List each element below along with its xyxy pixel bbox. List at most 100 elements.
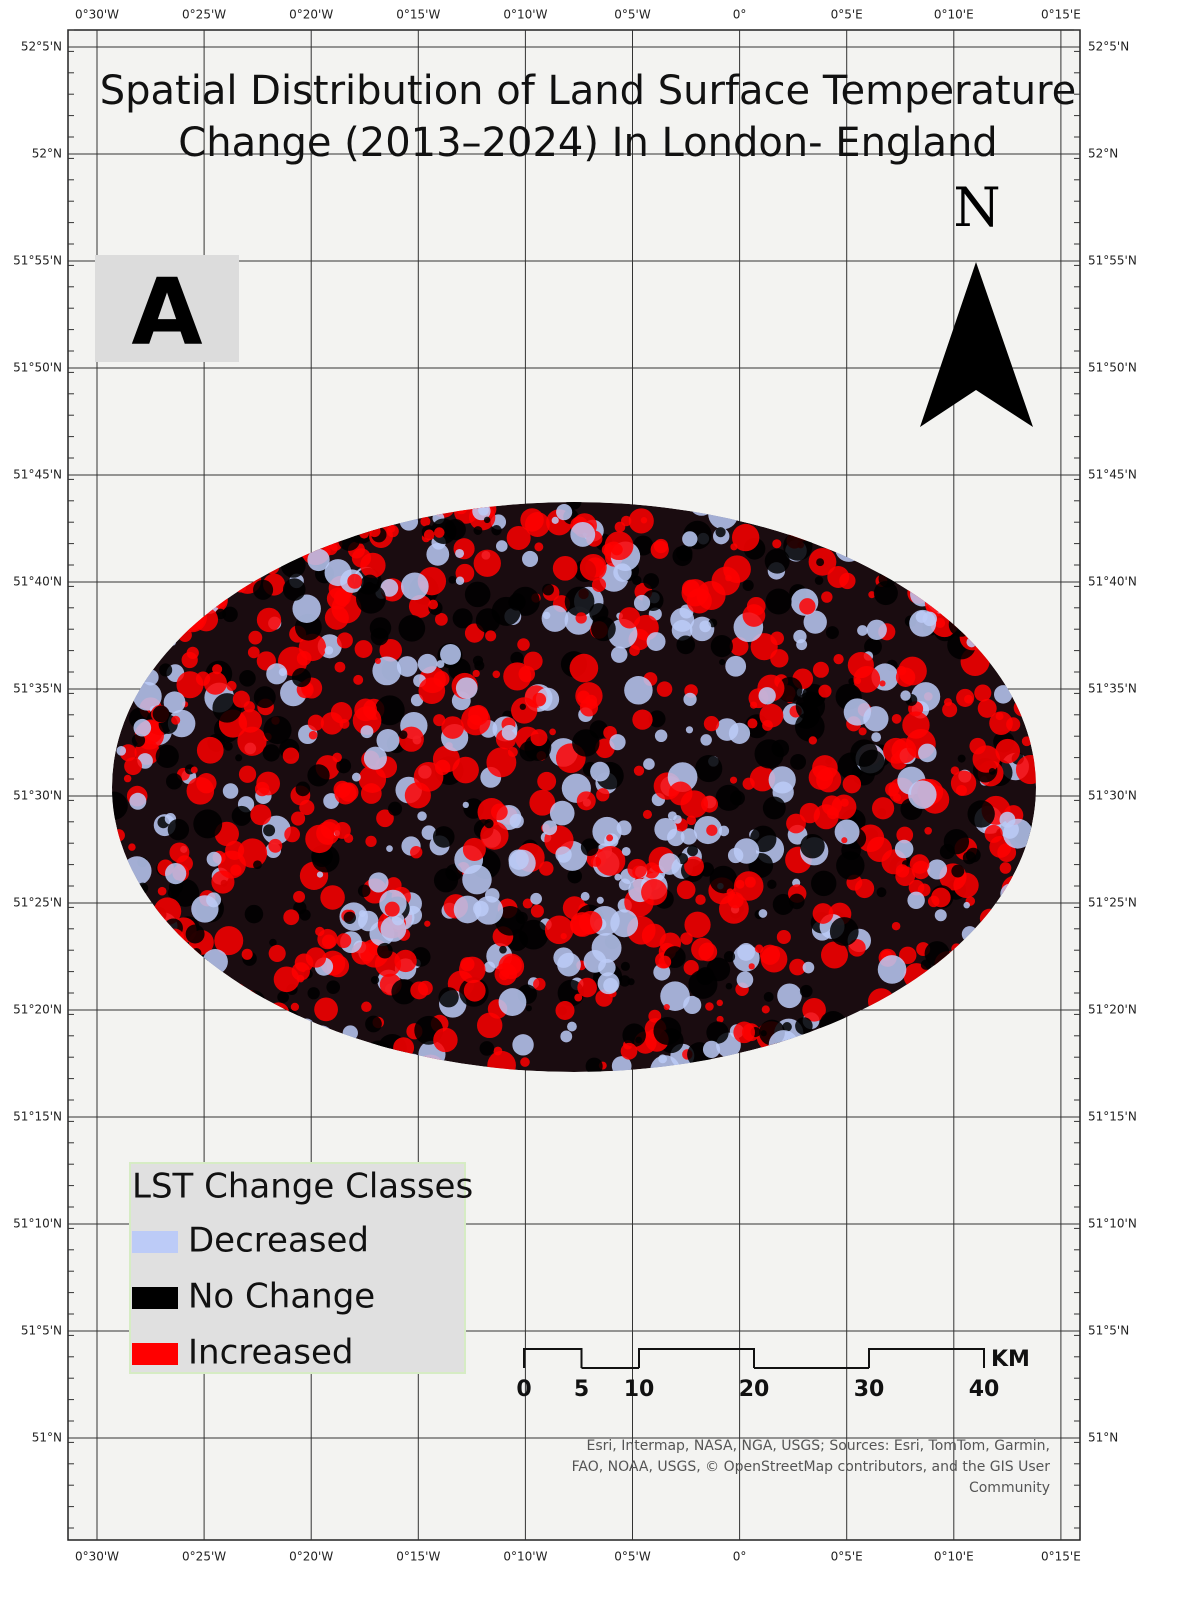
lst-pixel xyxy=(854,677,861,684)
lst-pixel xyxy=(717,1000,723,1006)
lst-pixel xyxy=(598,972,620,994)
lst-pixel xyxy=(445,522,451,528)
lst-pixel xyxy=(212,664,222,674)
lat-label: 51°25'N xyxy=(1088,896,1137,910)
lat-label: 51°30'N xyxy=(1088,789,1137,803)
lst-pixel xyxy=(456,577,464,585)
lst-pixel xyxy=(750,701,757,708)
lst-pixel xyxy=(927,859,947,879)
lst-pixel xyxy=(723,555,751,583)
lst-pixel xyxy=(361,783,382,804)
lst-pixel xyxy=(555,1001,574,1020)
lst-pixel xyxy=(531,905,544,918)
lst-pixel xyxy=(438,987,458,1007)
lst-pixel xyxy=(799,598,815,614)
lst-pixel xyxy=(793,630,806,643)
north-label: N xyxy=(953,176,1000,239)
lst-pixel xyxy=(468,705,488,725)
lst-pixel xyxy=(734,871,764,901)
lst-pixel xyxy=(291,811,305,825)
lst-pixel xyxy=(822,795,842,815)
lst-pixel xyxy=(892,922,900,930)
lst-pixel xyxy=(552,517,559,524)
lst-pixel xyxy=(291,1003,299,1011)
legend-swatch xyxy=(132,1287,178,1309)
lst-pixel xyxy=(315,927,324,936)
lat-label: 51°40'N xyxy=(13,575,62,589)
lst-pixel xyxy=(658,956,671,969)
lst-pixel xyxy=(531,729,548,746)
lst-pixel xyxy=(256,772,280,796)
lst-pixel xyxy=(418,677,445,704)
lst-pixel xyxy=(682,531,697,546)
lst-pixel xyxy=(703,1041,720,1058)
lst-pixel xyxy=(517,638,530,651)
lst-pixel xyxy=(733,1022,755,1044)
lst-pixel xyxy=(206,892,221,907)
lst-pixel xyxy=(705,1002,714,1011)
lst-pixel xyxy=(816,558,824,566)
lst-pixel xyxy=(428,600,438,610)
lat-label: 51°15'N xyxy=(13,1110,62,1124)
lst-pixel xyxy=(918,744,937,763)
lst-pixel xyxy=(211,871,234,894)
lst-pixel xyxy=(892,714,902,724)
lst-pixel xyxy=(609,734,625,750)
lst-pixel xyxy=(683,996,701,1014)
lst-pixel xyxy=(165,863,186,884)
lst-pixel xyxy=(269,945,286,962)
lst-pixel xyxy=(306,947,326,967)
lst-pixel xyxy=(940,844,955,859)
scale-label: 0 xyxy=(516,1377,531,1402)
lst-pixel xyxy=(908,780,936,808)
lst-pixel xyxy=(441,716,464,739)
lst-pixel xyxy=(789,894,805,910)
lst-pixel xyxy=(710,866,738,894)
lst-pixel xyxy=(859,727,867,735)
lat-label: 51°5'N xyxy=(21,1324,62,1338)
lst-pixel xyxy=(292,668,311,687)
lst-pixel xyxy=(891,738,916,763)
lst-pixel xyxy=(191,767,198,774)
lon-label: 0°15'E xyxy=(1041,8,1081,22)
lst-pixel xyxy=(597,897,604,904)
lst-pixel xyxy=(417,811,426,820)
lst-pixel xyxy=(242,949,253,960)
lst-pixel xyxy=(614,874,621,881)
lst-pixel xyxy=(159,663,172,676)
lst-pixel xyxy=(263,716,291,744)
lst-pixel xyxy=(253,860,262,869)
lst-pixel xyxy=(942,702,957,717)
lst-pixel xyxy=(896,864,909,877)
lst-pixel xyxy=(580,698,598,716)
lst-pixel xyxy=(627,859,647,879)
lst-pixel xyxy=(434,527,445,538)
lst-pixel xyxy=(827,566,849,588)
lst-pixel xyxy=(233,691,250,708)
lst-pixel xyxy=(168,887,180,899)
lst-pixel xyxy=(769,766,796,793)
lst-pixel xyxy=(365,836,376,847)
lst-pixel xyxy=(484,819,493,828)
scale-label: 5 xyxy=(574,1377,589,1402)
lst-pixel xyxy=(344,912,356,924)
lst-pixel xyxy=(186,925,205,944)
map-page: 0°30'W0°30'W0°25'W0°25'W0°20'W0°20'W0°15… xyxy=(0,0,1187,1617)
lst-pixel xyxy=(643,573,659,589)
legend-swatch xyxy=(132,1231,178,1253)
lst-pixel xyxy=(622,1023,646,1047)
lst-pixel xyxy=(336,933,351,948)
lst-pixel xyxy=(995,739,1020,764)
lst-pixel xyxy=(567,1022,577,1032)
lst-pixel xyxy=(353,675,363,685)
lst-pixel xyxy=(580,554,607,581)
lst-pixel xyxy=(405,782,431,808)
lat-label: 51°55'N xyxy=(1088,254,1137,268)
lat-label: 51°5'N xyxy=(1088,1324,1129,1338)
lst-pixel xyxy=(572,729,599,756)
lst-pixel xyxy=(764,992,774,1002)
lst-pixel xyxy=(699,620,711,632)
lst-pixel xyxy=(526,1005,532,1011)
lst-pixel xyxy=(124,757,142,775)
lst-pixel xyxy=(239,670,256,687)
